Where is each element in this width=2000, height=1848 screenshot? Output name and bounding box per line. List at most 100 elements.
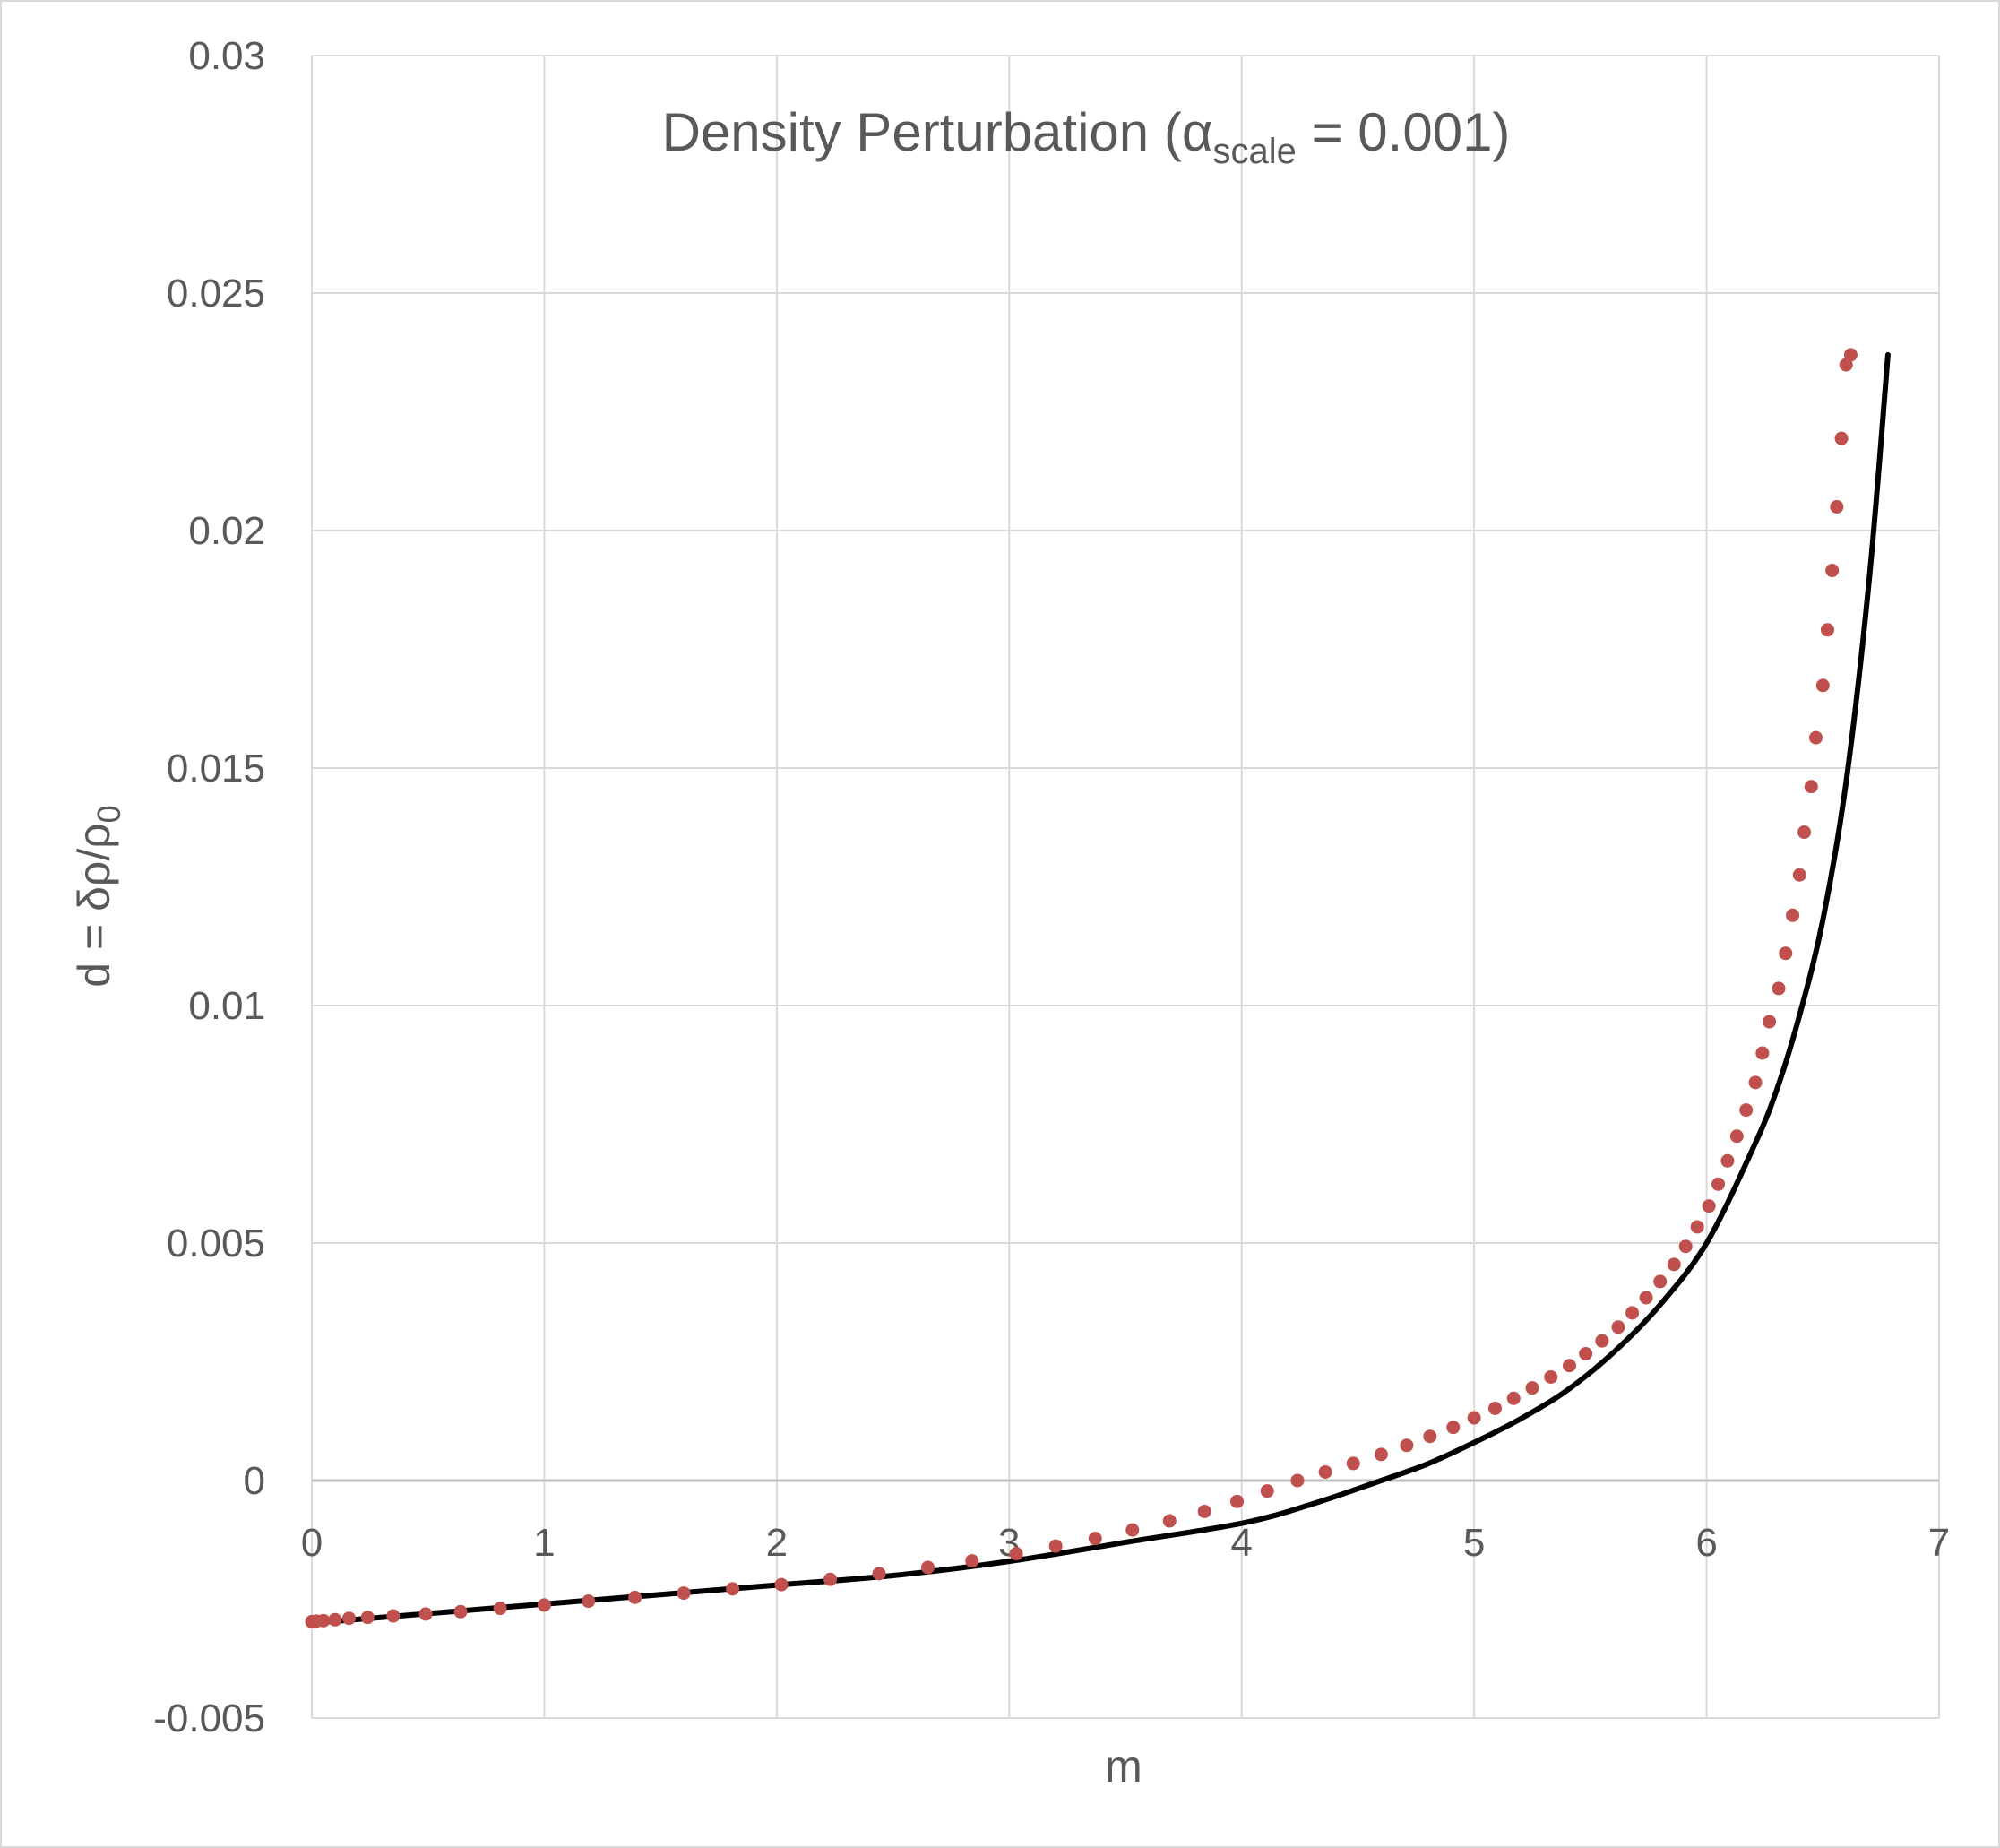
- chart-title-suffix: = 0.001): [1297, 102, 1511, 162]
- chart-title-symbol: α: [1182, 102, 1213, 162]
- data-point-marker: [342, 1611, 357, 1626]
- data-point-marker: [1809, 730, 1823, 745]
- data-point-marker: [920, 1560, 935, 1575]
- data-point-marker: [1702, 1199, 1716, 1213]
- data-series: [305, 348, 1891, 1628]
- data-point-marker: [726, 1582, 740, 1596]
- data-point-marker: [1779, 946, 1793, 961]
- data-point-marker: [1625, 1306, 1640, 1320]
- y-axis-title-subscript: 0: [91, 805, 127, 823]
- data-point-marker: [537, 1598, 551, 1612]
- chart-title-prefix: Density Perturbation (: [662, 102, 1182, 162]
- data-point-marker: [1820, 623, 1834, 637]
- x-tick-label: 5: [1463, 1521, 1485, 1565]
- x-tick-label: 4: [1230, 1521, 1252, 1565]
- data-point-marker: [1374, 1447, 1388, 1462]
- data-point-marker: [1487, 1401, 1502, 1415]
- gridlines: [311, 55, 1940, 1719]
- data-point-marker: [1830, 500, 1844, 514]
- y-tick-label: 0.015: [167, 747, 265, 790]
- data-point-marker: [1720, 1153, 1735, 1168]
- y-tick-label: -0.005: [153, 1697, 265, 1740]
- x-tick-label: 2: [766, 1521, 788, 1565]
- data-point-marker: [1446, 1421, 1461, 1435]
- data-point-marker: [1423, 1429, 1437, 1444]
- data-point-marker: [1690, 1220, 1704, 1234]
- y-tick-label: 0.025: [167, 272, 265, 315]
- data-point-marker: [1346, 1456, 1360, 1471]
- y-tick-label: 0: [244, 1459, 265, 1503]
- data-point-marker: [1678, 1239, 1693, 1254]
- data-point-marker: [965, 1554, 979, 1568]
- data-point-marker: [1197, 1504, 1211, 1518]
- data-point-marker: [1290, 1473, 1305, 1488]
- data-point-marker: [1260, 1484, 1274, 1498]
- data-point-marker: [1763, 1015, 1777, 1029]
- data-point-marker: [386, 1609, 401, 1623]
- y-axis-tick-labels: -0.005 0 0.005 0.01 0.015 0.02 0.025 0.03: [153, 34, 265, 1740]
- data-point-marker: [453, 1604, 468, 1619]
- data-point-marker: [1009, 1547, 1023, 1561]
- data-point-marker: [1667, 1257, 1681, 1272]
- y-axis-title-main: d = δρ/ρ: [69, 823, 119, 987]
- y-tick-label: 0.005: [167, 1222, 265, 1265]
- y-tick-label: 0.03: [188, 34, 265, 78]
- data-point-marker: [493, 1602, 507, 1616]
- data-point-marker: [1088, 1532, 1102, 1546]
- data-point-marker: [1230, 1494, 1245, 1508]
- x-tick-label: 6: [1695, 1521, 1717, 1565]
- data-point-marker: [872, 1567, 886, 1581]
- y-axis-title: d = δρ/ρ0: [69, 805, 127, 987]
- data-point-marker: [1611, 1320, 1625, 1334]
- data-point-marker: [1711, 1177, 1726, 1191]
- y-tick-label: 0.01: [188, 984, 265, 1028]
- data-point-marker: [1739, 1103, 1754, 1118]
- data-point-marker: [1162, 1514, 1177, 1528]
- data-point-marker: [1834, 431, 1849, 445]
- data-point-marker: [823, 1572, 838, 1586]
- data-point-marker: [1400, 1438, 1414, 1453]
- data-point-marker: [1048, 1539, 1063, 1553]
- data-point-marker: [1563, 1359, 1577, 1373]
- data-point-marker: [1843, 348, 1858, 362]
- data-point-marker: [1815, 678, 1830, 693]
- data-point-marker: [1579, 1346, 1593, 1360]
- data-point-marker: [360, 1611, 375, 1625]
- data-point-marker: [1595, 1334, 1609, 1348]
- data-point-marker: [1544, 1369, 1558, 1384]
- x-tick-label: 7: [1928, 1521, 1950, 1565]
- data-point-marker: [774, 1577, 789, 1592]
- data-point-marker: [1506, 1391, 1521, 1405]
- data-point-marker: [628, 1590, 642, 1604]
- chart-title: Density Perturbation (αscale = 0.001): [662, 102, 1511, 171]
- data-point-marker: [582, 1594, 596, 1609]
- data-point-marker: [1639, 1291, 1653, 1305]
- data-point-marker: [1748, 1075, 1763, 1090]
- data-point-marker: [1786, 908, 1800, 922]
- data-point-marker: [1839, 358, 1853, 372]
- data-point-marker: [418, 1607, 433, 1621]
- data-point-marker: [1318, 1464, 1332, 1479]
- data-point-marker: [1792, 868, 1806, 882]
- data-point-marker: [1825, 564, 1840, 578]
- data-point-marker: [1653, 1274, 1668, 1289]
- data-point-marker: [1804, 780, 1818, 794]
- data-point-marker: [316, 1613, 331, 1628]
- fit-curve-line: [309, 351, 1891, 1626]
- data-point-marker: [328, 1612, 342, 1627]
- chart-title-subscript: scale: [1213, 132, 1297, 171]
- data-point-marker: [1755, 1046, 1770, 1060]
- data-point-marker: [1797, 825, 1812, 840]
- data-point-marker: [677, 1586, 691, 1601]
- x-tick-label: 1: [533, 1521, 555, 1565]
- data-point-marker: [1467, 1411, 1481, 1425]
- x-axis-title: m: [1105, 1741, 1142, 1792]
- data-point-marker: [1125, 1523, 1140, 1537]
- x-tick-label: 0: [301, 1521, 323, 1565]
- data-point-marker: [1729, 1129, 1744, 1144]
- data-point-marker: [1525, 1381, 1539, 1395]
